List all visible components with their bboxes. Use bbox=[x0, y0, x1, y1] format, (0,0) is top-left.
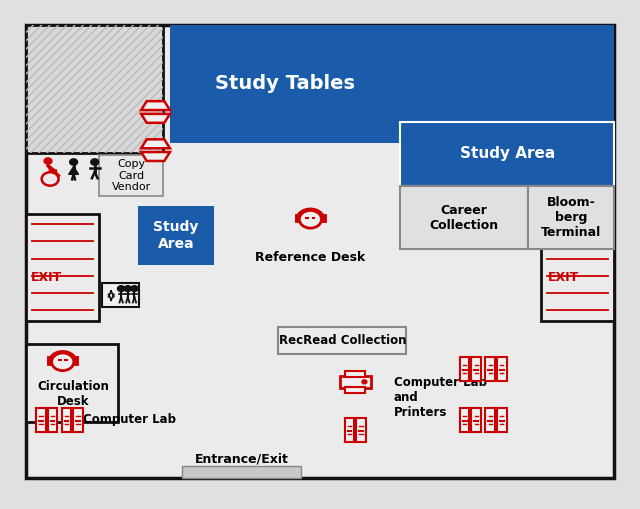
Bar bbox=[26, 344, 118, 422]
Bar bbox=[26, 214, 99, 321]
Bar bbox=[62, 408, 72, 432]
Bar bbox=[182, 466, 301, 478]
Text: EXIT: EXIT bbox=[548, 271, 579, 284]
Text: Study
Area: Study Area bbox=[154, 220, 198, 250]
Bar bbox=[345, 387, 365, 393]
Bar bbox=[345, 418, 355, 442]
Bar bbox=[73, 408, 83, 432]
Bar bbox=[99, 155, 163, 196]
Circle shape bbox=[118, 286, 125, 292]
Polygon shape bbox=[141, 139, 170, 148]
Bar bbox=[138, 206, 214, 265]
Bar bbox=[528, 186, 614, 249]
Bar bbox=[400, 25, 614, 122]
Bar bbox=[460, 357, 470, 381]
Polygon shape bbox=[141, 101, 170, 110]
Text: Computer Lab: Computer Lab bbox=[83, 413, 176, 427]
Bar bbox=[340, 376, 371, 387]
Circle shape bbox=[70, 159, 77, 165]
Bar bbox=[36, 408, 46, 432]
Bar bbox=[345, 371, 365, 377]
Polygon shape bbox=[47, 164, 56, 172]
Bar bbox=[170, 25, 400, 143]
Polygon shape bbox=[141, 114, 170, 123]
Text: RecRead Collection: RecRead Collection bbox=[278, 334, 406, 347]
Bar bbox=[486, 408, 495, 432]
Text: Bloom-
berg
Terminal: Bloom- berg Terminal bbox=[541, 196, 602, 239]
Bar bbox=[278, 327, 406, 354]
Text: Career
Collection: Career Collection bbox=[429, 204, 499, 232]
Text: Study Tables: Study Tables bbox=[215, 74, 355, 94]
Bar bbox=[400, 122, 614, 186]
Text: Study Area: Study Area bbox=[460, 147, 555, 161]
Circle shape bbox=[124, 286, 131, 292]
Bar bbox=[460, 408, 470, 432]
Bar bbox=[400, 186, 528, 249]
Circle shape bbox=[52, 353, 74, 371]
Bar bbox=[497, 408, 507, 432]
Bar bbox=[26, 25, 163, 153]
Bar bbox=[541, 214, 614, 321]
Text: Entrance/Exit: Entrance/Exit bbox=[195, 453, 289, 466]
Bar bbox=[471, 357, 481, 381]
Circle shape bbox=[362, 380, 367, 384]
Bar bbox=[102, 284, 139, 307]
Polygon shape bbox=[68, 166, 79, 175]
Text: Circulation
Desk: Circulation Desk bbox=[38, 380, 109, 409]
Circle shape bbox=[91, 159, 99, 165]
Text: EXIT: EXIT bbox=[31, 271, 62, 284]
Text: Copy
Card
Vendor: Copy Card Vendor bbox=[111, 159, 151, 192]
Bar bbox=[471, 408, 481, 432]
Bar bbox=[26, 25, 614, 478]
Circle shape bbox=[300, 210, 321, 228]
Circle shape bbox=[131, 286, 138, 292]
Text: Computer Lab
and
Printers: Computer Lab and Printers bbox=[394, 376, 486, 418]
Bar bbox=[356, 418, 366, 442]
Bar bbox=[497, 357, 507, 381]
Text: Reference Desk: Reference Desk bbox=[255, 250, 365, 264]
Bar bbox=[486, 357, 495, 381]
Bar bbox=[47, 408, 58, 432]
Bar bbox=[26, 25, 163, 153]
Polygon shape bbox=[141, 152, 170, 161]
Circle shape bbox=[44, 158, 52, 164]
